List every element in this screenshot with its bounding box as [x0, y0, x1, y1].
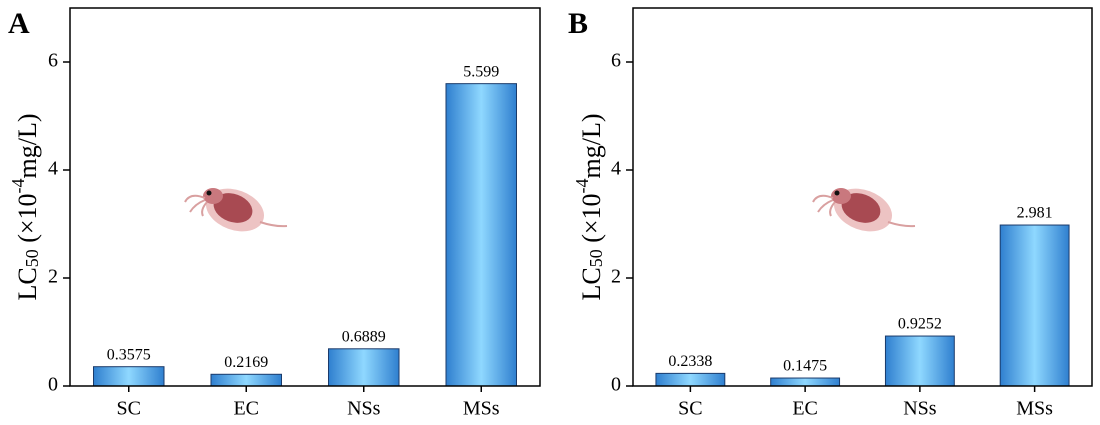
- y-axis-label: LC50 (×10-4mg/L): [572, 113, 606, 300]
- bar: [884, 335, 955, 387]
- y-axis-label-part: (×10: [13, 193, 42, 249]
- bar: [93, 366, 165, 387]
- bar: [655, 372, 726, 387]
- y-tick-label: 0: [611, 374, 621, 396]
- y-tick-label: 4: [48, 158, 58, 180]
- plot-frame: [632, 7, 1093, 387]
- x-tick-label: EC: [792, 398, 818, 420]
- value-label: 0.9252: [898, 316, 942, 333]
- y-axis-label: LC50 (×10-4mg/L): [8, 113, 42, 300]
- bar: [770, 377, 841, 387]
- y-tick-label: 2: [48, 266, 58, 288]
- x-tick-label: MSs: [1016, 398, 1053, 420]
- y-axis-label-part: 50: [22, 249, 42, 267]
- bar: [445, 83, 517, 387]
- value-label: 5.599: [463, 63, 499, 80]
- x-tick-label: MSs: [463, 398, 500, 420]
- x-tick-label: EC: [233, 398, 259, 420]
- plot-frame: [69, 7, 541, 387]
- daphnia-icon: [812, 179, 916, 241]
- value-label: 0.2338: [668, 353, 712, 370]
- y-tick-label: 4: [611, 158, 621, 180]
- y-axis-label-part: LC: [13, 267, 42, 300]
- x-tick-label: NSs: [903, 398, 937, 420]
- y-tick-label: 6: [611, 50, 621, 72]
- y-axis-label-part: 50: [586, 249, 606, 267]
- bar: [328, 348, 400, 387]
- x-tick-label: NSs: [347, 398, 381, 420]
- value-label: 0.2169: [224, 354, 268, 371]
- y-axis-label-part: mg/L): [577, 113, 606, 178]
- panel-label: A: [8, 7, 30, 40]
- daphnia-icon: [184, 179, 288, 241]
- y-tick-label: 6: [48, 50, 58, 72]
- x-tick-label: SC: [117, 398, 141, 420]
- panel-label: B: [568, 7, 588, 40]
- value-label: 0.3575: [107, 346, 151, 363]
- bar: [999, 224, 1070, 387]
- y-tick-label: 0: [48, 374, 58, 396]
- y-axis-label-part: (×10: [577, 193, 606, 249]
- value-label: 0.1475: [783, 358, 827, 375]
- y-axis-label-part: LC: [577, 267, 606, 300]
- bar: [210, 373, 282, 387]
- value-label: 0.6889: [342, 328, 386, 345]
- y-axis-label-part: mg/L): [13, 113, 42, 178]
- x-tick-label: SC: [678, 398, 702, 420]
- y-axis-label-part: -4: [8, 178, 28, 193]
- y-tick-label: 2: [611, 266, 621, 288]
- value-label: 2.981: [1017, 205, 1053, 222]
- y-axis-label-part: -4: [572, 178, 592, 193]
